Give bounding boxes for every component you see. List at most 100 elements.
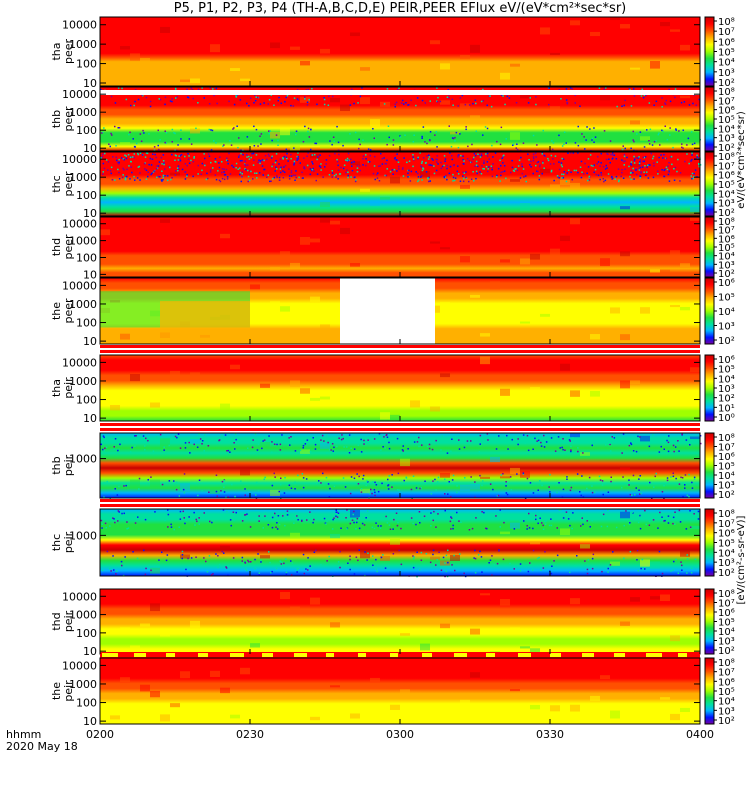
noise-speck	[412, 165, 414, 168]
noise-speck	[691, 152, 693, 154]
noise-speck	[540, 569, 542, 571]
y-tick-label: 10	[83, 207, 97, 220]
noise-speck	[597, 161, 600, 163]
noise-speck	[280, 563, 283, 565]
noise-speck	[643, 156, 645, 159]
noise-speck	[429, 164, 431, 166]
noise-speck	[380, 152, 382, 155]
noise-speck	[432, 480, 434, 482]
noise-speck	[358, 475, 360, 478]
noise-speck	[474, 99, 477, 101]
noise-speck	[113, 518, 115, 520]
noise-speck	[146, 152, 149, 155]
noise-speck	[544, 523, 547, 525]
noise-speck	[383, 103, 386, 105]
noise-speck	[296, 89, 299, 91]
noise-speck	[690, 572, 693, 574]
y-axis-label: tha	[50, 379, 63, 397]
noise-speck	[138, 477, 141, 480]
spectrogram-texture	[320, 442, 330, 449]
noise-speck	[510, 171, 512, 174]
noise-speck	[444, 493, 446, 495]
noise-speck	[233, 519, 235, 522]
colorbar-tick-label: 10⁶	[718, 171, 735, 182]
spectrogram-texture	[590, 695, 600, 701]
noise-speck	[369, 492, 371, 495]
noise-speck	[558, 177, 560, 179]
noise-speck	[628, 88, 630, 90]
noise-speck	[365, 517, 367, 519]
noise-speck	[431, 158, 433, 160]
noise-speck	[500, 165, 502, 167]
noise-speck	[628, 444, 631, 447]
noise-speck	[516, 473, 518, 475]
noise-speck	[391, 486, 393, 488]
noise-speck	[630, 105, 633, 107]
noise-speck	[128, 133, 130, 136]
colorbar-tick-label: 10⁶	[718, 106, 735, 117]
noise-speck	[379, 435, 381, 437]
noise-speck	[366, 510, 369, 512]
noise-speck	[653, 486, 655, 488]
noise-speck	[385, 174, 388, 177]
noise-speck	[307, 557, 309, 559]
noise-speck	[489, 559, 492, 561]
noise-speck	[282, 170, 284, 172]
noise-speck	[388, 136, 390, 139]
spectrogram-texture	[190, 439, 200, 444]
noise-speck	[543, 446, 546, 448]
noise-speck	[209, 169, 212, 171]
noise-speck	[699, 164, 702, 166]
noise-speck	[331, 143, 333, 146]
colorbar-ramp	[704, 588, 715, 655]
spectrogram-thd-peer	[100, 217, 700, 277]
noise-speck	[415, 487, 418, 489]
noise-speck	[529, 97, 531, 99]
noise-speck	[665, 157, 668, 160]
noise-speck	[556, 438, 559, 440]
spectrogram-texture	[470, 44, 480, 53]
spectrogram-texture	[560, 235, 570, 242]
spectrogram-texture	[370, 200, 380, 206]
noise-speck	[268, 130, 270, 132]
noise-speck	[144, 448, 146, 451]
noise-speck	[225, 496, 227, 499]
noise-speck	[290, 175, 293, 177]
noise-speck	[502, 156, 504, 158]
noise-speck	[288, 175, 291, 177]
noise-speck	[452, 527, 454, 530]
noise-speck	[669, 100, 672, 103]
noise-speck	[398, 489, 400, 491]
noise-speck	[230, 524, 232, 527]
noise-speck	[258, 172, 261, 174]
noise-speck	[464, 103, 467, 106]
noise-speck	[566, 102, 569, 105]
noise-speck	[380, 556, 383, 559]
colorbar-tick-label: 10⁴	[718, 548, 735, 559]
noise-speck	[155, 156, 157, 159]
noise-speck	[359, 143, 361, 146]
noise-speck	[415, 171, 417, 173]
noise-speck	[169, 100, 172, 102]
spectrogram-texture	[520, 470, 530, 478]
flag-bar	[614, 653, 625, 657]
noise-speck	[437, 163, 439, 165]
noise-speck	[527, 449, 530, 452]
colorbar-tick-label: 10⁴	[718, 697, 735, 708]
colorbar-tick-label: 10³	[718, 322, 735, 333]
noise-speck	[577, 144, 580, 147]
spectrogram-texture	[220, 233, 230, 239]
noise-speck	[258, 574, 260, 576]
noise-speck	[274, 170, 276, 172]
noise-speck	[497, 494, 500, 497]
noise-speck	[179, 158, 181, 160]
spectrogram-texture	[350, 263, 360, 267]
noise-speck	[259, 103, 262, 105]
noise-speck	[475, 177, 477, 180]
noise-speck	[275, 160, 277, 162]
noise-speck	[462, 158, 464, 161]
noise-speck	[542, 528, 545, 530]
noise-speck	[611, 154, 614, 156]
noise-speck	[628, 479, 630, 481]
noise-speck	[674, 446, 677, 448]
